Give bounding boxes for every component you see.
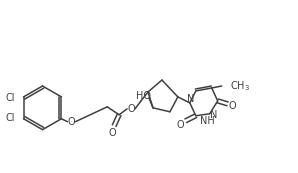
Text: NH: NH (200, 116, 215, 126)
Text: O: O (108, 128, 116, 138)
Text: HO: HO (136, 91, 150, 101)
Text: O: O (68, 117, 75, 127)
Text: N: N (210, 110, 217, 120)
Text: Cl: Cl (5, 113, 15, 123)
Text: O: O (127, 104, 135, 114)
Text: CH$_3$: CH$_3$ (230, 79, 250, 93)
Text: Cl: Cl (5, 93, 15, 103)
Text: O: O (229, 101, 236, 111)
Text: O: O (176, 120, 184, 130)
Text: N: N (187, 94, 195, 104)
